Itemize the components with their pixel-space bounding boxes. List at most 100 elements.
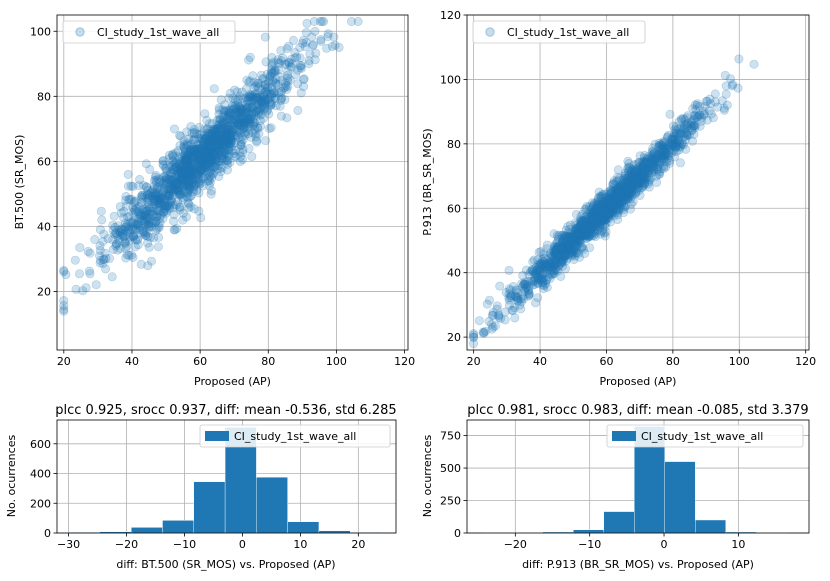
scatter-point	[248, 128, 258, 138]
scatter-point	[187, 178, 197, 188]
scatter-point	[500, 315, 510, 325]
scatter-point	[255, 121, 265, 131]
scatter-point	[207, 153, 217, 163]
scatter-point	[218, 153, 228, 163]
scatter-point	[159, 199, 169, 209]
scatter-point	[188, 184, 198, 194]
scatter-point	[169, 225, 179, 235]
scatter-point	[177, 173, 187, 183]
scatter-point	[233, 119, 243, 129]
scatter-point	[238, 145, 248, 155]
scatter-point	[216, 151, 226, 161]
scatter-point	[113, 231, 123, 241]
scatter-point	[213, 120, 223, 130]
scatter-point	[260, 100, 270, 110]
scatter-point	[155, 191, 165, 201]
scatter-point	[180, 146, 190, 156]
scatter-point	[589, 226, 599, 236]
scatter-point	[206, 143, 216, 153]
scatter-point	[246, 132, 256, 142]
scatter-point	[185, 158, 195, 168]
scatter-point	[244, 104, 254, 114]
scatter-point	[176, 131, 186, 141]
scatter-point	[179, 188, 189, 198]
scatter-point	[290, 53, 300, 63]
scatter-point	[180, 169, 190, 179]
scatter-point	[268, 88, 278, 98]
scatter-point	[152, 224, 162, 234]
scatter-point	[160, 204, 170, 214]
scatter-point	[138, 206, 148, 216]
x-tick-label: 20	[467, 355, 481, 368]
scatter-point	[296, 63, 306, 73]
scatter-point	[143, 195, 153, 205]
scatter-point	[167, 175, 177, 185]
scatter-point	[132, 220, 142, 230]
scatter-point	[142, 193, 152, 203]
scatter-point	[197, 164, 207, 174]
scatter-point	[323, 29, 333, 39]
scatter-point	[295, 42, 305, 52]
scatter-point	[251, 107, 261, 117]
scatter-point	[130, 221, 140, 231]
scatter-point	[149, 181, 159, 191]
scatter-point	[205, 142, 215, 152]
scatter-point	[215, 137, 225, 147]
scatter-point	[174, 171, 184, 181]
scatter-bt500-legend-label: CI_study_1st_wave_all	[97, 26, 219, 39]
scatter-point	[247, 91, 257, 101]
scatter-point	[184, 173, 194, 183]
scatter-point	[233, 94, 243, 104]
scatter-point	[490, 321, 500, 331]
scatter-point	[213, 124, 223, 134]
scatter-point	[175, 203, 185, 213]
y-tick-label: 120	[440, 9, 461, 22]
scatter-point	[253, 93, 263, 103]
scatter-point	[136, 259, 146, 269]
hist-bt500-title: plcc 0.925, srocc 0.937, diff: mean -0.5…	[55, 403, 396, 418]
scatter-point	[112, 239, 122, 249]
scatter-point	[163, 196, 173, 206]
x-tick-label: 80	[261, 355, 275, 368]
scatter-point	[235, 91, 245, 101]
scatter-point	[250, 118, 260, 128]
scatter-point	[149, 188, 159, 198]
scatter-point	[214, 172, 224, 182]
scatter-point	[247, 103, 257, 113]
scatter-point	[85, 269, 95, 279]
scatter-point	[239, 123, 249, 133]
scatter-point	[123, 181, 133, 191]
scatter-point	[185, 168, 195, 178]
scatter-point	[139, 181, 149, 191]
scatter-point	[270, 66, 280, 76]
scatter-point	[315, 16, 325, 26]
scatter-point	[222, 106, 232, 116]
scatter-point	[122, 241, 132, 251]
scatter-point	[734, 54, 744, 64]
scatter-point	[153, 199, 163, 209]
scatter-point	[222, 129, 232, 139]
y-tick-label: 20	[447, 331, 461, 344]
scatter-point	[222, 134, 232, 144]
scatter-point	[174, 179, 184, 189]
scatter-point	[189, 125, 199, 135]
scatter-point	[188, 147, 198, 157]
scatter-point	[187, 175, 197, 185]
histogram-panel-p913: plcc 0.981, srocc 0.983, diff: mean -0.0…	[421, 403, 810, 571]
scatter-point	[210, 161, 220, 171]
scatter-point	[144, 242, 154, 252]
scatter-point	[217, 135, 227, 145]
scatter-point	[256, 104, 266, 114]
scatter-point	[203, 124, 213, 134]
scatter-point	[212, 151, 222, 161]
scatter-point	[288, 35, 298, 45]
scatter-point	[216, 120, 226, 130]
hist-bt500-ylabel: No. ocurrences	[5, 435, 18, 518]
scatter-point	[191, 175, 201, 185]
scatter-point	[185, 160, 195, 170]
scatter-point	[308, 41, 318, 51]
scatter-point	[206, 155, 216, 165]
scatter-point	[276, 94, 286, 104]
scatter-point	[208, 144, 218, 154]
